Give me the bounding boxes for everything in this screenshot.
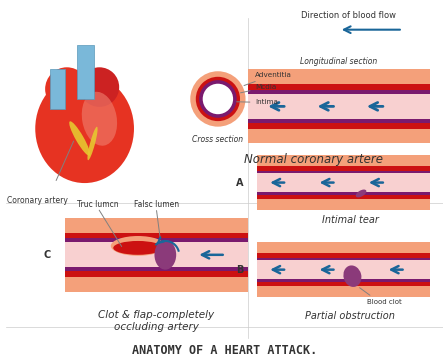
FancyBboxPatch shape [257, 280, 430, 286]
FancyBboxPatch shape [248, 121, 430, 129]
Ellipse shape [356, 189, 366, 197]
Ellipse shape [69, 121, 90, 156]
FancyBboxPatch shape [248, 84, 430, 91]
Text: Direction of blood flow: Direction of blood flow [301, 11, 396, 20]
FancyBboxPatch shape [248, 69, 430, 88]
Text: Longitudinal section: Longitudinal section [300, 57, 377, 66]
Text: Clot & flap-completely: Clot & flap-completely [98, 310, 214, 320]
Circle shape [196, 77, 240, 121]
Ellipse shape [111, 236, 165, 256]
FancyBboxPatch shape [248, 125, 430, 144]
FancyBboxPatch shape [257, 279, 430, 282]
FancyBboxPatch shape [248, 119, 430, 123]
Text: B: B [236, 265, 243, 275]
Text: Falsc lumen: Falsc lumen [134, 200, 179, 209]
Text: A: A [236, 177, 243, 188]
FancyBboxPatch shape [257, 283, 430, 297]
Text: Cross section: Cross section [192, 135, 244, 144]
FancyBboxPatch shape [65, 238, 248, 242]
Circle shape [199, 80, 237, 118]
Circle shape [80, 67, 119, 107]
Circle shape [45, 67, 89, 111]
Text: Coronary artery: Coronary artery [7, 196, 68, 205]
Text: Intimal tear: Intimal tear [322, 215, 379, 225]
FancyBboxPatch shape [257, 171, 430, 173]
FancyBboxPatch shape [257, 156, 430, 169]
FancyBboxPatch shape [65, 240, 248, 270]
Text: C: C [43, 250, 51, 260]
FancyBboxPatch shape [257, 193, 430, 199]
FancyBboxPatch shape [257, 242, 430, 256]
FancyBboxPatch shape [248, 90, 430, 94]
Text: ANATOMY OF A HEART ATTACK.: ANATOMY OF A HEART ATTACK. [132, 345, 317, 357]
Ellipse shape [155, 240, 176, 270]
Text: Partial obstruction: Partial obstruction [305, 311, 395, 321]
Text: occluding artery: occluding artery [114, 321, 198, 332]
FancyBboxPatch shape [257, 192, 430, 194]
FancyBboxPatch shape [65, 218, 248, 236]
FancyBboxPatch shape [257, 259, 430, 280]
FancyBboxPatch shape [65, 273, 248, 292]
FancyBboxPatch shape [257, 166, 430, 172]
Text: Adventitia: Adventitia [244, 72, 292, 86]
FancyBboxPatch shape [257, 196, 430, 210]
Text: Mcdia: Mcdia [241, 84, 277, 93]
FancyBboxPatch shape [50, 69, 65, 109]
Ellipse shape [343, 265, 361, 287]
Circle shape [203, 84, 233, 114]
FancyBboxPatch shape [248, 91, 430, 121]
Text: Intima: Intima [237, 99, 278, 105]
Text: Blood clot: Blood clot [367, 299, 402, 305]
FancyBboxPatch shape [65, 267, 248, 271]
FancyBboxPatch shape [257, 253, 430, 259]
Text: Normal coronary artere: Normal coronary artere [244, 153, 383, 166]
Ellipse shape [87, 127, 97, 160]
Ellipse shape [82, 92, 117, 146]
Text: Truc lumcn: Truc lumcn [77, 200, 119, 209]
FancyBboxPatch shape [65, 270, 248, 277]
FancyBboxPatch shape [77, 45, 94, 99]
FancyBboxPatch shape [257, 258, 430, 260]
Circle shape [190, 71, 245, 127]
Ellipse shape [35, 74, 134, 183]
Ellipse shape [113, 241, 163, 255]
FancyBboxPatch shape [257, 172, 430, 193]
FancyBboxPatch shape [65, 233, 248, 240]
